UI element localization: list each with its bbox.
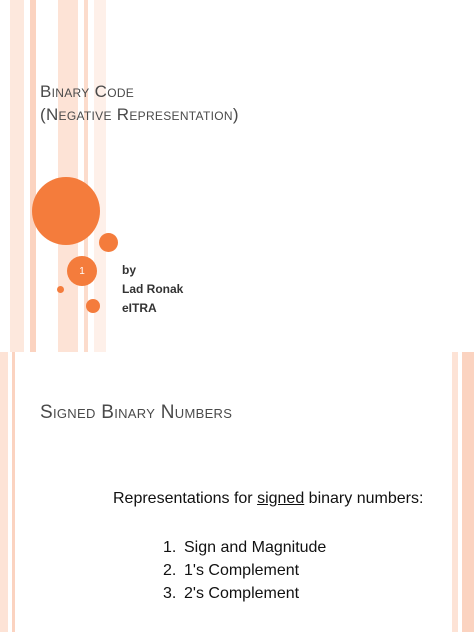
decor-stripe xyxy=(462,352,474,632)
slide-title: Binary Code (Negative Representation) xyxy=(40,80,239,126)
list-item-number: 1. xyxy=(163,539,177,556)
list-item-number: 3. xyxy=(163,585,177,602)
title-line-1: Binary Code xyxy=(40,82,135,101)
list-item-text: 2's Complement xyxy=(184,585,300,602)
title-slide: Binary Code (Negative Representation) 1 … xyxy=(10,0,239,352)
representation-list: 1. Sign and Magnitude 2. 1's Complement … xyxy=(163,536,326,605)
byline-by: by xyxy=(122,263,137,277)
title-line-2: (Negative Representation) xyxy=(40,105,239,124)
list-item-text: 1's Complement xyxy=(184,562,300,579)
list-item-text: Sign and Magnitude xyxy=(184,539,327,556)
intro-text: Representations for signed binary number… xyxy=(113,490,423,508)
byline: by Lad Ronak eITRA xyxy=(122,261,183,318)
list-item-number: 2. xyxy=(163,562,177,579)
intro-after: binary numbers: xyxy=(304,490,424,507)
list-item: 3. 2's Complement xyxy=(163,582,326,605)
decor-stripe xyxy=(30,0,36,352)
decor-stripe xyxy=(58,0,78,352)
decor-circle-small xyxy=(86,299,100,313)
decor-stripe xyxy=(12,352,15,632)
decor-stripe xyxy=(94,0,106,352)
slide-number-badge: 1 xyxy=(67,256,97,286)
list-item: 2. 1's Complement xyxy=(163,559,326,582)
decor-circle-large xyxy=(32,177,100,245)
intro-before: Representations for xyxy=(113,490,258,507)
content-slide: Signed Binary Numbers Representations fo… xyxy=(0,352,474,632)
decor-stripe xyxy=(0,352,8,632)
slide-title: Signed Binary Numbers xyxy=(40,402,233,423)
decor-circle-tiny xyxy=(57,286,64,293)
intro-underlined: signed xyxy=(257,490,305,507)
byline-org: eITRA xyxy=(122,301,157,315)
decor-stripe xyxy=(452,352,458,632)
decor-circle-medium xyxy=(99,233,118,252)
decor-stripe xyxy=(84,0,88,352)
list-item: 1. Sign and Magnitude xyxy=(163,536,326,559)
decor-stripe xyxy=(10,0,24,352)
byline-author: Lad Ronak xyxy=(122,282,184,296)
